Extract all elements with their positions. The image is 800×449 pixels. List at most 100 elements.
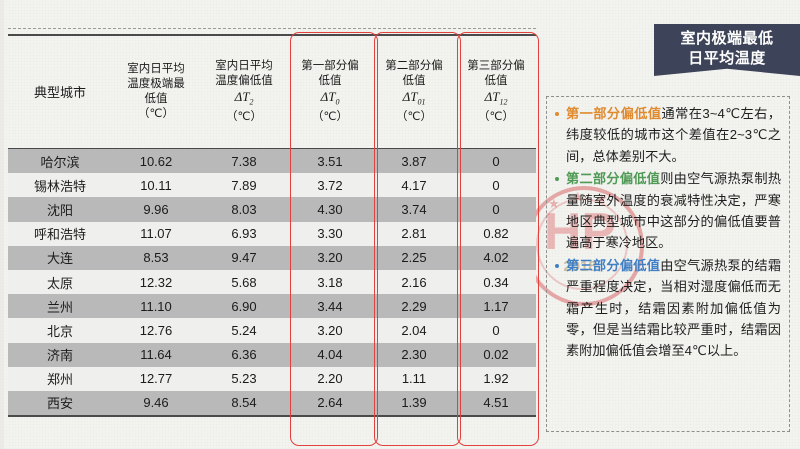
col-header-dt12: 第三部分偏 低值 ΔT12 （℃） <box>456 34 536 149</box>
cell-city: 济南 <box>8 342 112 367</box>
note-text-3: 由空气源热泵的结霜严重程度决定，当相对湿度偏低而无霜产生时，结霜因素附加偏低值为… <box>566 257 782 359</box>
symbol-dt2: ΔT2 <box>234 89 254 107</box>
cell-extreme_min: 12.76 <box>112 318 200 343</box>
symbol-dt0: ΔT0 <box>320 89 340 107</box>
table-row: 西安 9.46 8.54 2.64 1.39 4.51 <box>8 390 536 418</box>
cell-extreme_min: 12.32 <box>112 269 200 295</box>
cell-extreme_min: 12.77 <box>112 366 200 391</box>
table-header-row: 典型城市 室内日平均 温度极端最 低值 （℃） 室内日平均 温度偏低值 ΔT2 … <box>8 34 536 149</box>
cell-dt2: 8.03 <box>200 197 288 222</box>
cell-dt0: 3.18 <box>288 269 372 295</box>
cell-dt12: 1.17 <box>456 294 536 319</box>
cell-dt2: 7.89 <box>200 173 288 198</box>
notes-list: 第一部分偏低值通常在3~4℃左右，纬度较低的城市这个差值在2~3℃之间，总体差别… <box>553 103 781 362</box>
cell-dt01: 1.39 <box>372 390 456 418</box>
cell-dt0: 3.20 <box>288 318 372 343</box>
cell-dt12: 4.02 <box>456 245 536 270</box>
cell-dt12: 0.34 <box>456 269 536 295</box>
col-header-dt2: 室内日平均 温度偏低值 ΔT2 （℃） <box>200 34 288 149</box>
cell-dt0: 2.20 <box>288 366 372 391</box>
col-header-city: 典型城市 <box>8 34 112 149</box>
cell-dt2: 9.47 <box>200 245 288 270</box>
notes-panel: 第一部分偏低值通常在3~4℃左右，纬度较低的城市这个差值在2~3℃之间，总体差别… <box>546 96 790 432</box>
cell-dt12: 1.92 <box>456 366 536 391</box>
table-row: 北京 12.76 5.24 3.20 2.04 0 <box>8 318 536 343</box>
note-bullet-3: 第三部分偏低值由空气源热泵的结霜严重程度决定，当相对湿度偏低而无霜产生时，结霜因… <box>553 255 781 362</box>
cell-city: 太原 <box>8 269 112 295</box>
table-body: 哈尔滨 10.62 7.38 3.51 3.87 0 锡林浩特 10.11 7.89 3.72 4.… <box>8 148 536 418</box>
cell-dt01: 2.81 <box>372 221 456 246</box>
table-row: 郑州 12.77 5.23 2.20 1.11 1.92 <box>8 366 536 391</box>
cell-dt01: 3.87 <box>372 148 456 174</box>
note-text-2: 则由空气源热泵制热量随室外温度的衰减特性决定，严寒地区典型城市中这部分的偏低值要… <box>566 171 782 251</box>
cell-dt12: 0.82 <box>456 221 536 246</box>
cell-dt2: 6.93 <box>200 221 288 246</box>
col-header-extreme-min: 室内日平均 温度极端最 低值 （℃） <box>112 34 200 149</box>
cell-dt0: 3.51 <box>288 148 372 174</box>
watermark-star-icon: ★ <box>548 196 560 211</box>
watermark-stamp-inner-circle <box>536 198 628 290</box>
table-row: 沈阳 9.96 8.03 4.30 3.74 0 <box>8 197 536 222</box>
table-row: 锡林浩特 10.11 7.89 3.72 4.17 0 <box>8 173 536 198</box>
cell-city: 北京 <box>8 318 112 343</box>
table-row: 哈尔滨 10.62 7.38 3.51 3.87 0 <box>8 148 536 174</box>
cell-dt0: 4.04 <box>288 342 372 367</box>
cell-dt01: 4.17 <box>372 173 456 198</box>
note-keyword-1: 第一部分偏低值 <box>566 106 662 121</box>
table-row: 大连 8.53 9.47 3.20 2.25 4.02 <box>8 245 536 270</box>
title-badge: 室内极端最低 日平均温度 <box>654 24 800 76</box>
watermark-star-icon: ★ <box>596 191 608 206</box>
table-row: 兰州 11.10 6.90 3.44 2.29 1.17 <box>8 294 536 319</box>
cell-dt01: 2.29 <box>372 294 456 319</box>
cell-extreme_min: 9.46 <box>112 390 200 418</box>
cell-extreme_min: 11.07 <box>112 221 200 246</box>
cell-city: 沈阳 <box>8 197 112 222</box>
cell-dt01: 3.74 <box>372 197 456 222</box>
title-badge-line2: 日平均温度 <box>688 50 766 67</box>
cell-extreme_min: 8.53 <box>112 245 200 270</box>
cell-dt01: 2.25 <box>372 245 456 270</box>
cell-dt2: 5.68 <box>200 269 288 295</box>
cell-extreme_min: 11.10 <box>112 294 200 319</box>
cell-dt0: 3.44 <box>288 294 372 319</box>
cell-dt12: 0 <box>456 318 536 343</box>
cell-dt12: 0 <box>456 173 536 198</box>
symbol-dt01: ΔT01 <box>402 89 426 107</box>
cell-city: 大连 <box>8 245 112 270</box>
cell-extreme_min: 10.11 <box>112 173 200 198</box>
cell-city: 锡林浩特 <box>8 173 112 198</box>
cell-dt12: 4.51 <box>456 390 536 418</box>
cell-dt01: 2.16 <box>372 269 456 295</box>
cell-dt01: 1.11 <box>372 366 456 391</box>
cell-extreme_min: 10.62 <box>112 148 200 174</box>
note-bullet-1: 第一部分偏低值通常在3~4℃左右，纬度较低的城市这个差值在2~3℃之间，总体差别… <box>553 103 781 167</box>
title-badge-line1: 室内极端最低 <box>680 30 774 47</box>
cell-dt2: 5.23 <box>200 366 288 391</box>
cell-dt01: 2.04 <box>372 318 456 343</box>
table-top-dashed-rule <box>8 28 536 29</box>
cell-dt0: 3.72 <box>288 173 372 198</box>
cell-dt01: 2.30 <box>372 342 456 367</box>
cell-dt0: 3.30 <box>288 221 372 246</box>
cell-dt12: 0.02 <box>456 342 536 367</box>
cell-dt12: 0 <box>456 197 536 222</box>
cell-dt2: 6.90 <box>200 294 288 319</box>
cell-dt0: 2.64 <box>288 390 372 418</box>
cell-dt2: 6.36 <box>200 342 288 367</box>
note-bullet-2: 第二部分偏低值则由空气源热泵制热量随室外温度的衰减特性决定，严寒地区典型城市中这… <box>553 168 781 254</box>
cell-city: 西安 <box>8 390 112 418</box>
climate-data-table: 典型城市 室内日平均 温度极端最 低值 （℃） 室内日平均 温度偏低值 ΔT2 … <box>8 34 536 418</box>
cell-extreme_min: 11.64 <box>112 342 200 367</box>
watermark-star-icon: ★ <box>572 189 584 204</box>
cell-dt2: 7.38 <box>200 148 288 174</box>
cell-city: 哈尔滨 <box>8 148 112 174</box>
cell-dt0: 3.20 <box>288 245 372 270</box>
cell-city: 呼和浩特 <box>8 221 112 246</box>
cell-extreme_min: 9.96 <box>112 197 200 222</box>
cell-city: 兰州 <box>8 294 112 319</box>
left-edge-strip <box>0 0 4 449</box>
table-row: 呼和浩特 11.07 6.93 3.30 2.81 0.82 <box>8 221 536 246</box>
table-row: 济南 11.64 6.36 4.04 2.30 0.02 <box>8 342 536 367</box>
col-header-dt01: 第二部分偏 低值 ΔT01 （℃） <box>372 34 456 149</box>
